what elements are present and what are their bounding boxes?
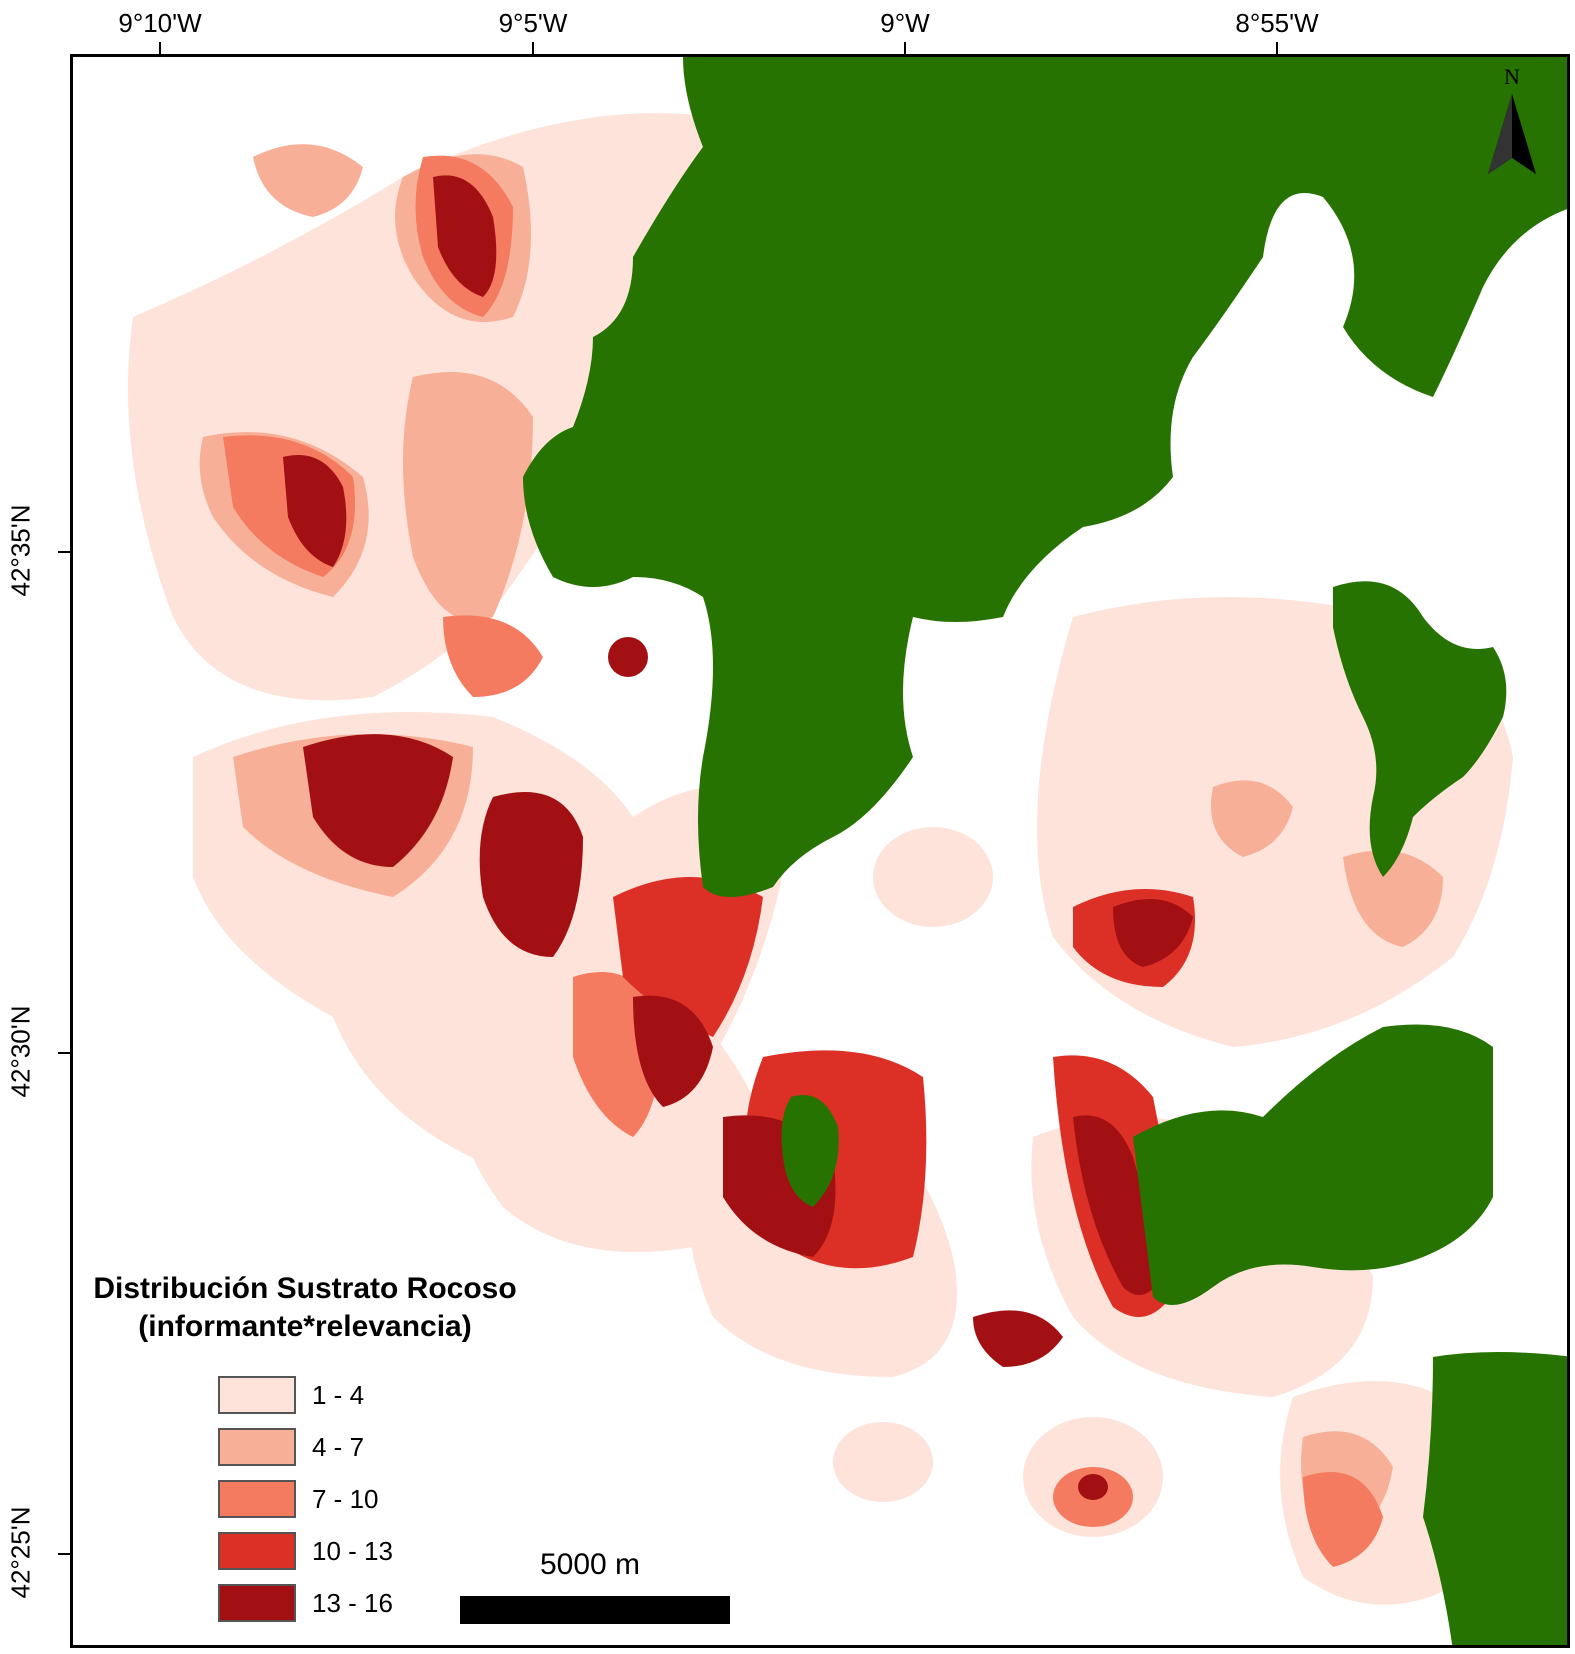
zone-1-4 [873, 827, 993, 927]
longitude-tick [532, 42, 534, 54]
coast-southeast [1423, 1352, 1567, 1645]
legend-title-line2: (informante*relevancia) [138, 1310, 472, 1343]
scale-bar [460, 1596, 730, 1624]
legend-label: 1 - 4 [312, 1380, 365, 1410]
longitude-label-9w: 9°W [880, 8, 930, 38]
zone-13-16 [973, 1310, 1063, 1367]
longitude-tick [159, 42, 161, 54]
zone-13-16 [303, 734, 453, 867]
zone-4-7 [1211, 780, 1293, 857]
legend-title: Distribución Sustrato Rocoso (informante… [70, 1270, 540, 1346]
north-arrow-icon [1488, 94, 1536, 174]
zone-7-10 [1303, 1472, 1383, 1567]
latitude-tick [58, 1052, 70, 1054]
legend-label: 10 - 13 [312, 1536, 393, 1566]
island [781, 1095, 839, 1207]
map-frame[interactable] [70, 54, 1570, 1648]
scale-bar-label: 5000 m [539, 1548, 641, 1581]
zone-13-16 [1113, 899, 1193, 967]
class-13-16-zones [283, 175, 1193, 1500]
zone-13-16 [283, 455, 347, 567]
legend-label: 4 - 7 [312, 1432, 365, 1462]
legend-label: 7 - 10 [312, 1484, 379, 1514]
zone-1-4 [833, 1422, 933, 1502]
latitude-label-42-25n: 42°25'N [5, 1506, 36, 1599]
north-arrow: N [1482, 64, 1542, 184]
longitude-tick [1276, 42, 1278, 54]
zone-4-7 [1343, 850, 1443, 947]
north-label: N [1504, 64, 1520, 89]
legend-swatch [218, 1532, 296, 1570]
legend-label: 13 - 16 [312, 1588, 393, 1618]
zone-13-16 [608, 637, 648, 677]
longitude-label-8-55w: 8°55'W [1235, 8, 1319, 38]
legend-title-line1: Distribución Sustrato Rocoso [93, 1272, 517, 1305]
peninsula-east [1333, 581, 1507, 877]
latitude-label-42-30n: 42°30'N [5, 1005, 36, 1098]
zone-7-10 [443, 615, 543, 697]
mainland-north [523, 57, 1567, 897]
longitude-label-9-5w: 9°5'W [498, 8, 568, 38]
zone-4-7 [403, 372, 533, 621]
longitude-tick [904, 42, 906, 54]
legend-swatch [218, 1428, 296, 1466]
legend-swatch [218, 1376, 296, 1414]
zone-13-16 [1078, 1474, 1108, 1500]
land-areas [523, 57, 1567, 1645]
zone-13-16 [433, 175, 497, 297]
zone-4-7 [253, 144, 363, 217]
legend-swatch [218, 1480, 296, 1518]
legend-swatch [218, 1584, 296, 1622]
latitude-tick [58, 1553, 70, 1555]
zone-13-16 [633, 995, 713, 1107]
zone-13-16 [479, 792, 583, 957]
latitude-label-42-35n: 42°35'N [5, 504, 36, 597]
peninsula-southeast [1133, 1024, 1493, 1305]
zone-13-16 [1073, 1115, 1163, 1295]
map-canvas[interactable] [73, 57, 1570, 1648]
latitude-tick [58, 551, 70, 553]
longitude-label-9-10w: 9°10'W [118, 8, 202, 38]
